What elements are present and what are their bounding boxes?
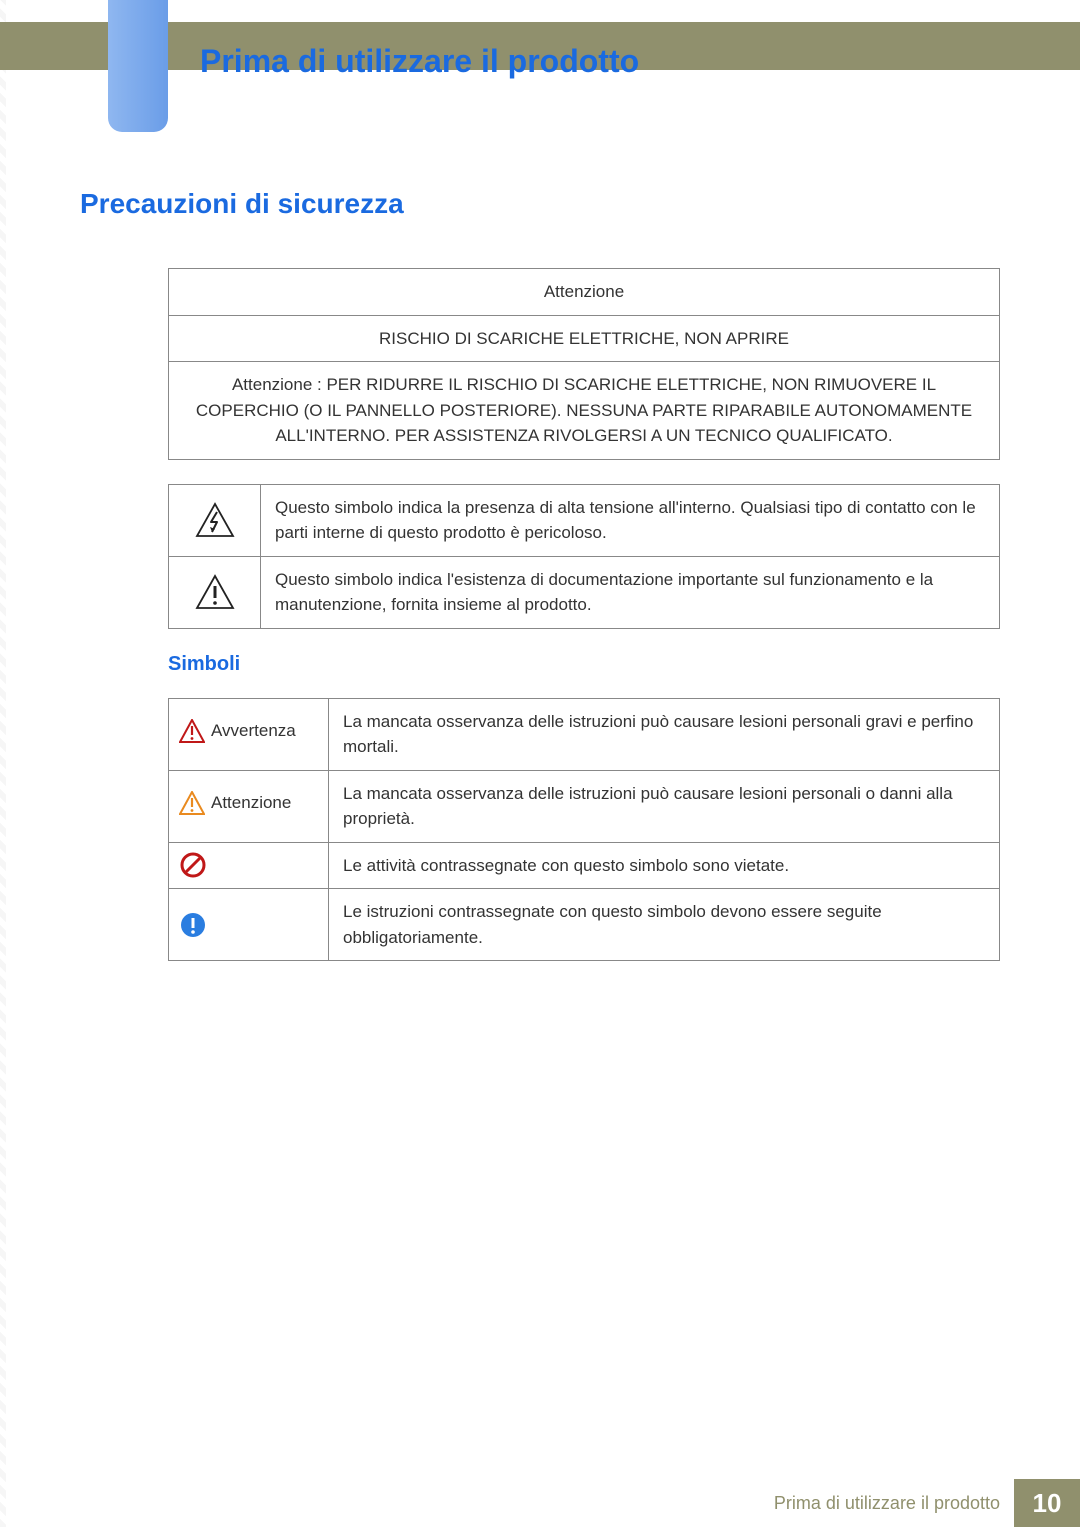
warning-box-table: Attenzione RISCHIO DI SCARICHE ELETTRICH… xyxy=(168,268,1000,460)
caution-text: La mancata osservanza delle istruzioni p… xyxy=(329,770,1000,842)
symbols-subheading: Simboli xyxy=(168,653,1000,676)
prohibition-symbol-cell xyxy=(169,842,329,889)
caution-symbol-cell: Attenzione xyxy=(169,770,329,842)
high-voltage-text: Questo simbolo indica la presenza di alt… xyxy=(261,484,1000,556)
warning-row-1: Attenzione xyxy=(169,269,1000,316)
warning-red-triangle-icon xyxy=(179,719,205,743)
footer-chapter-text: Prima di utilizzare il prodotto xyxy=(774,1479,1000,1527)
warning-symbol-cell: Avvertenza xyxy=(169,698,329,770)
warning-text: La mancata osservanza delle istruzioni p… xyxy=(329,698,1000,770)
mandatory-circle-icon xyxy=(179,911,207,939)
high-voltage-icon-cell xyxy=(169,484,261,556)
footer: Prima di utilizzare il prodotto 10 xyxy=(0,1479,1080,1527)
documentation-text: Questo simbolo indica l'esistenza di doc… xyxy=(261,556,1000,628)
documentation-triangle-icon xyxy=(195,574,235,610)
caution-label: Attenzione xyxy=(211,790,291,816)
prohibition-circle-icon xyxy=(179,851,207,879)
warning-row-3: Attenzione : PER RIDURRE IL RISCHIO DI S… xyxy=(169,362,1000,460)
high-voltage-triangle-icon xyxy=(195,502,235,538)
warning-row-2: RISCHIO DI SCARICHE ELETTRICHE, NON APRI… xyxy=(169,315,1000,362)
warning-label: Avvertenza xyxy=(211,718,296,744)
footer-page-number: 10 xyxy=(1014,1479,1080,1527)
documentation-icon-cell xyxy=(169,556,261,628)
mandatory-text: Le istruzioni contrassegnate con questo … xyxy=(329,889,1000,961)
chapter-title: Prima di utilizzare il prodotto xyxy=(200,43,639,80)
symbol-description-table: Questo simbolo indica la presenza di alt… xyxy=(168,484,1000,629)
chapter-tab xyxy=(108,0,168,132)
prohibition-text: Le attività contrassegnate con questo si… xyxy=(329,842,1000,889)
section-title: Precauzioni di sicurezza xyxy=(80,188,404,220)
mandatory-symbol-cell xyxy=(169,889,329,961)
caution-orange-triangle-icon xyxy=(179,791,205,815)
left-decoration-stripe xyxy=(0,0,6,1527)
symbols-table: Avvertenza La mancata osservanza delle i… xyxy=(168,698,1000,962)
content-area: Attenzione RISCHIO DI SCARICHE ELETTRICH… xyxy=(168,268,1000,985)
